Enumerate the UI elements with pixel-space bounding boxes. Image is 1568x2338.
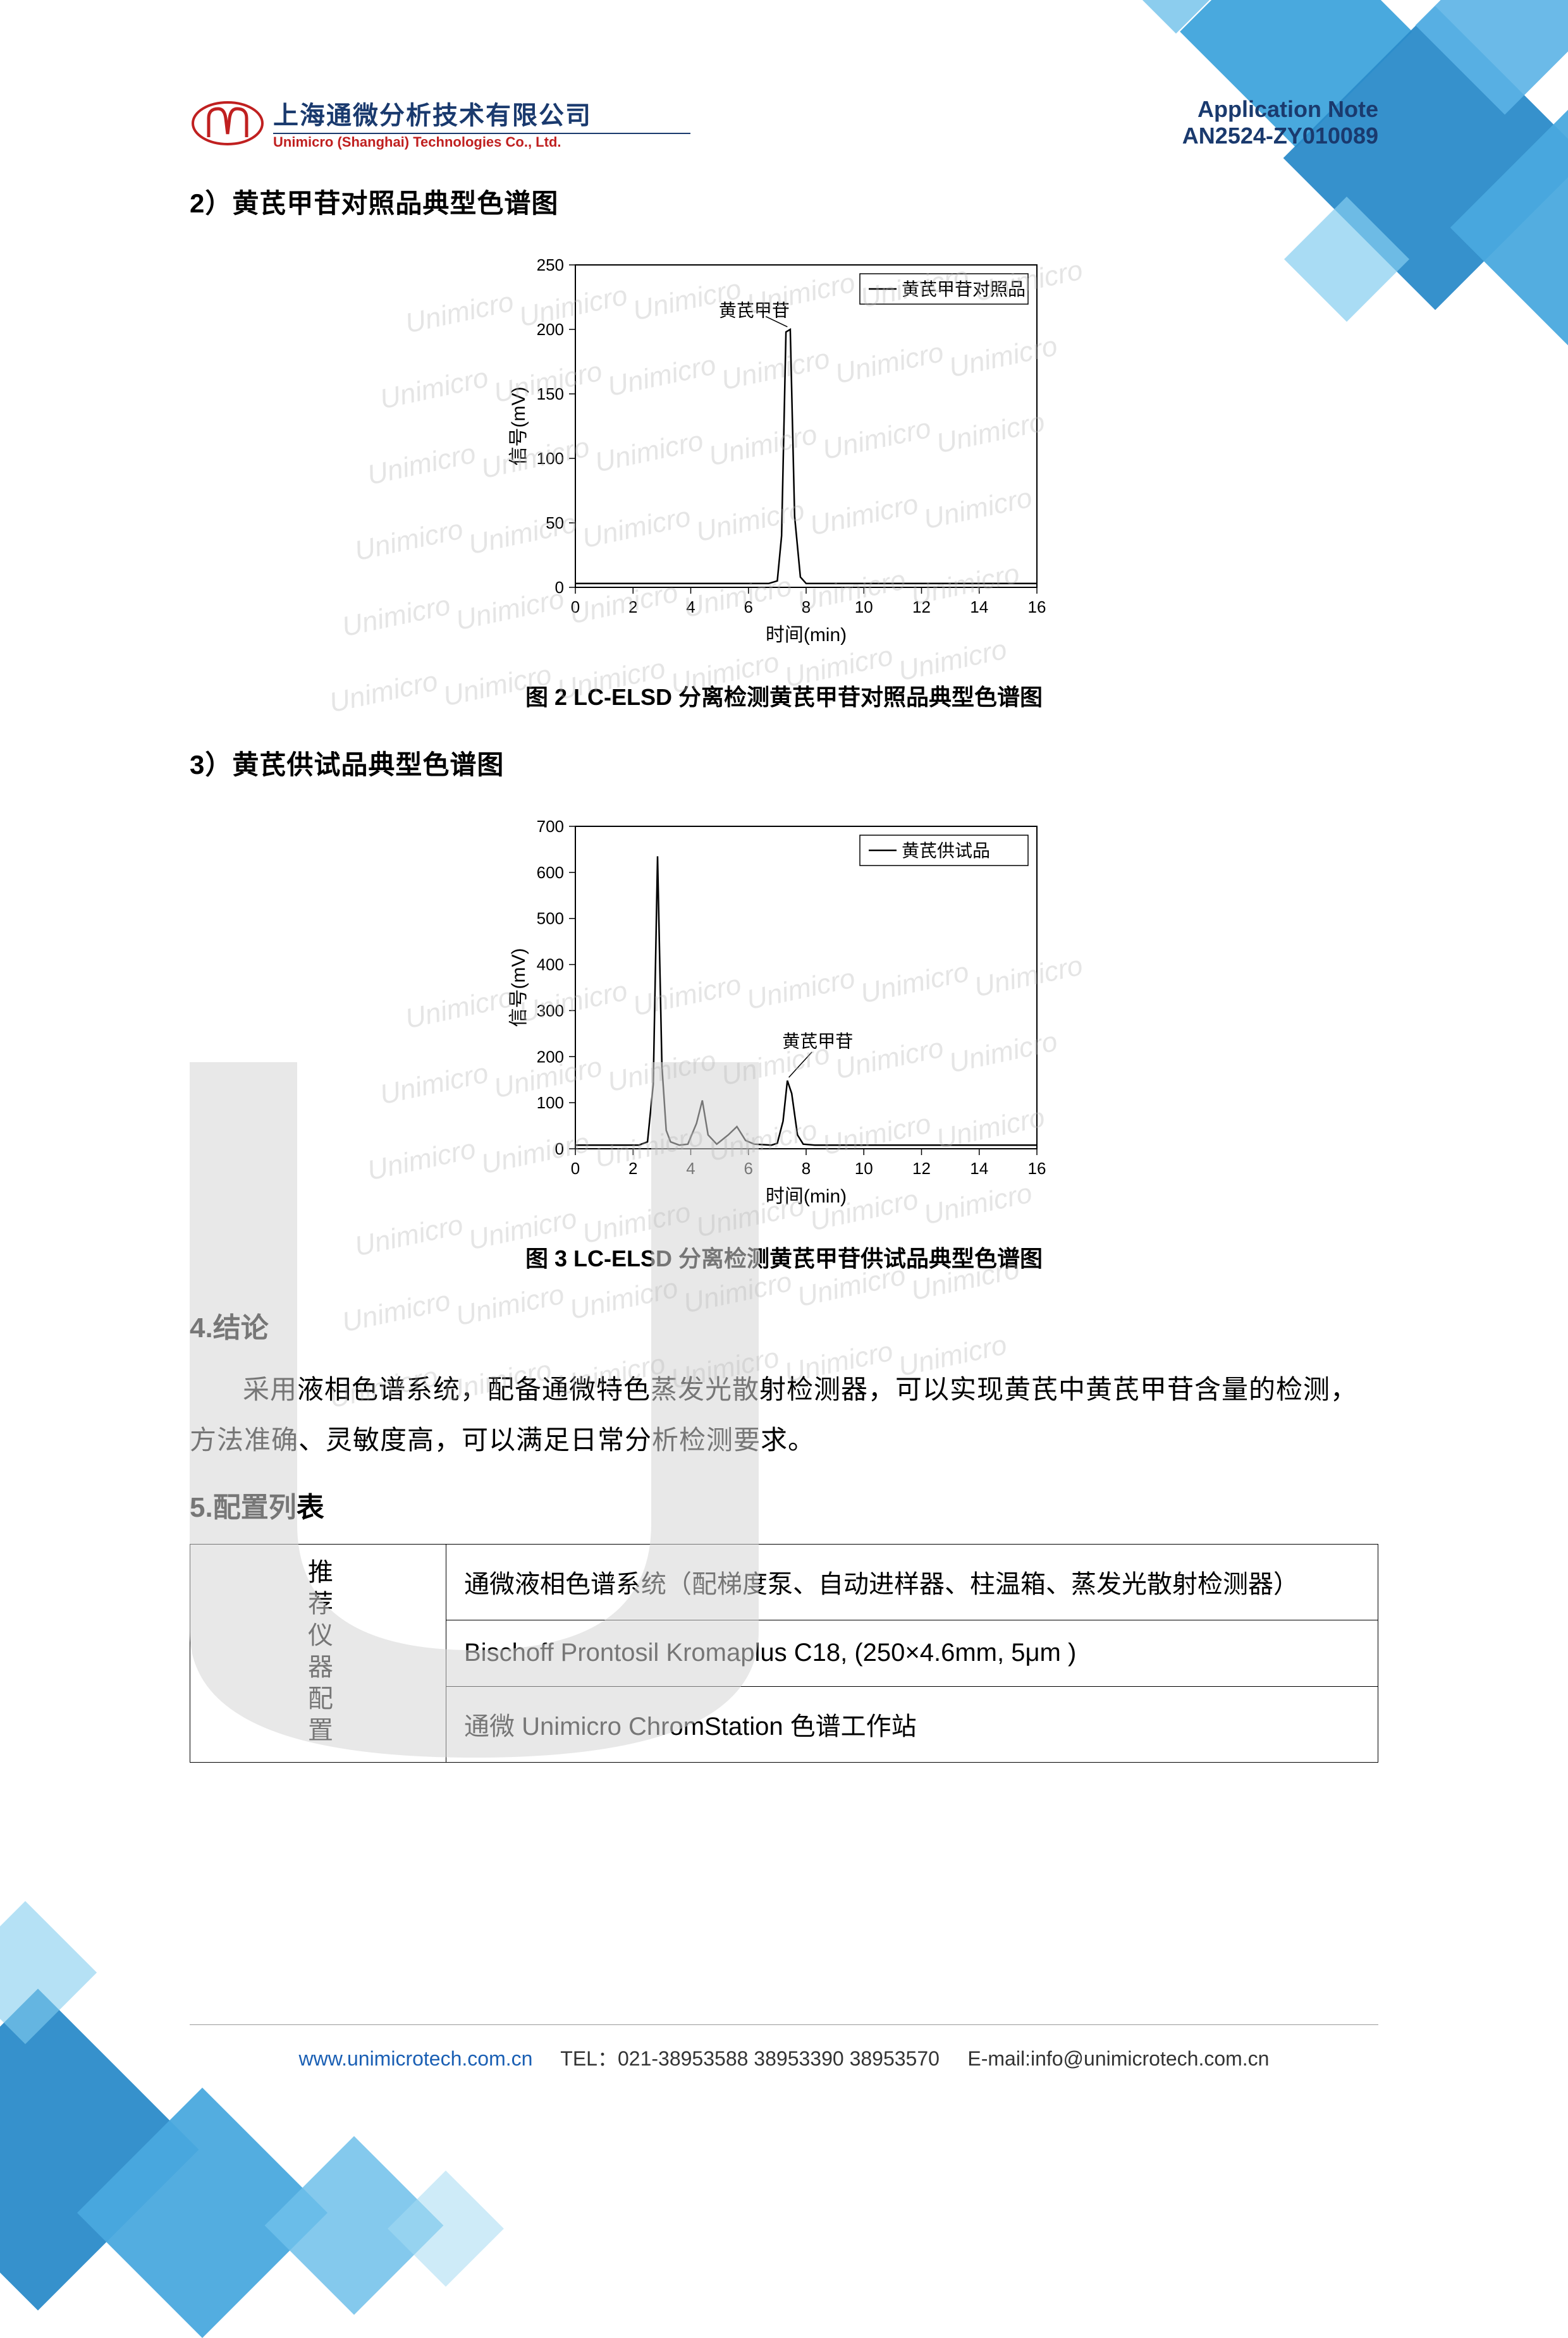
- svg-text:12: 12: [912, 597, 931, 616]
- svg-text:10: 10: [855, 1159, 873, 1178]
- svg-text:0: 0: [555, 578, 564, 597]
- footer-url[interactable]: www.unimicrotech.com.cn: [299, 2047, 533, 2070]
- company-logo-block: 上海通微分析技术有限公司 Unimicro (Shanghai) Technol…: [190, 95, 690, 150]
- svg-text:100: 100: [537, 1093, 564, 1112]
- svg-text:700: 700: [537, 817, 564, 836]
- svg-text:黄芪甲苷: 黄芪甲苷: [719, 301, 790, 321]
- company-logo-icon: [190, 99, 266, 147]
- svg-text:250: 250: [537, 255, 564, 274]
- section2-heading: 2）黄芪甲苷对照品典型色谱图: [190, 182, 1378, 221]
- header-right: Application Note AN2524-ZY010089: [1182, 96, 1378, 149]
- application-note-id: AN2524-ZY010089: [1182, 123, 1378, 149]
- svg-text:黄芪甲苷对照品: 黄芪甲苷对照品: [902, 279, 1026, 299]
- svg-text:0: 0: [555, 1139, 564, 1158]
- svg-text:4: 4: [686, 597, 695, 616]
- config-row-2: 通微 Unimicro ChromStation 色谱工作站: [446, 1686, 1378, 1762]
- svg-text:400: 400: [537, 955, 564, 974]
- chart2-container: 0 2 4 6 8 10 12 14 16 0 100 200 300 400 500 600 700 时间(mi…: [499, 807, 1069, 1215]
- page-footer: www.unimicrotech.com.cn TEL：021-38953588…: [190, 2024, 1378, 2072]
- svg-text:2: 2: [628, 597, 637, 616]
- company-name-en: Unimicro (Shanghai) Technologies Co., Lt…: [273, 134, 690, 150]
- svg-text:16: 16: [1028, 1159, 1046, 1178]
- company-name-cn: 上海通微分析技术有限公司: [273, 95, 690, 132]
- config-row-1: Bischoff Prontosil Kromaplus C18, (250×4…: [446, 1620, 1378, 1686]
- conclusion-text: 采用液相色谱系统，配备通微特色蒸发光散射检测器，可以实现黄芪中黄芪甲苷含量的检测…: [190, 1364, 1378, 1466]
- svg-text:200: 200: [537, 320, 564, 339]
- figure2-caption: 图 2 LC-ELSD 分离检测黄芪甲苷对照品典型色谱图: [190, 679, 1378, 712]
- svg-text:2: 2: [628, 1159, 637, 1178]
- section4-heading: 4.结论: [190, 1305, 1378, 1345]
- svg-text:8: 8: [802, 1159, 811, 1178]
- svg-text:10: 10: [855, 597, 873, 616]
- footer-tel: 021-38953588 38953390 38953570: [618, 2047, 940, 2070]
- svg-text:时间(min): 时间(min): [766, 625, 847, 646]
- svg-text:信号(mV): 信号(mV): [508, 948, 529, 1027]
- svg-text:12: 12: [912, 1159, 931, 1178]
- footer-email-label: E-mail:: [967, 2047, 1031, 2070]
- config-table-label: 推荐仪器配置: [190, 1544, 446, 1762]
- svg-text:8: 8: [802, 597, 811, 616]
- svg-text:500: 500: [537, 909, 564, 928]
- svg-text:200: 200: [537, 1047, 564, 1066]
- chart1-container: 0 2 4 6 8 10 12 14 16 0 50 100 150 200 250 时间(min) 信号(mV…: [499, 246, 1069, 654]
- section3-heading: 3）黄芪供试品典型色谱图: [190, 744, 1378, 782]
- svg-text:黄芪甲苷: 黄芪甲苷: [782, 1032, 853, 1051]
- svg-text:0: 0: [571, 1159, 580, 1178]
- svg-text:50: 50: [546, 513, 564, 532]
- svg-text:14: 14: [970, 597, 988, 616]
- figure3-caption: 图 3 LC-ELSD 分离检测黄芪甲苷供试品典型色谱图: [190, 1240, 1378, 1273]
- svg-text:16: 16: [1028, 597, 1046, 616]
- config-row-0: 通微液相色谱系统（配梯度泵、自动进样器、柱温箱、蒸发光散射检测器）: [446, 1544, 1378, 1620]
- footer-tel-label: TEL：: [560, 2047, 618, 2070]
- svg-text:6: 6: [744, 597, 753, 616]
- config-table: 推荐仪器配置 通微液相色谱系统（配梯度泵、自动进样器、柱温箱、蒸发光散射检测器）…: [190, 1544, 1378, 1763]
- svg-text:4: 4: [686, 1159, 695, 1178]
- svg-text:信号(mV): 信号(mV): [508, 387, 529, 466]
- chromatogram-sample: 0 2 4 6 8 10 12 14 16 0 100 200 300 400 500 600 700 时间(mi…: [499, 807, 1069, 1212]
- svg-text:6: 6: [744, 1159, 753, 1178]
- section5-heading: 5.配置列表: [190, 1484, 1378, 1525]
- svg-text:100: 100: [537, 449, 564, 468]
- page-header: 上海通微分析技术有限公司 Unimicro (Shanghai) Technol…: [190, 95, 1378, 150]
- svg-text:时间(min): 时间(min): [766, 1186, 847, 1207]
- svg-text:300: 300: [537, 1001, 564, 1020]
- svg-text:150: 150: [537, 384, 564, 403]
- svg-text:黄芪供试品: 黄芪供试品: [902, 841, 990, 860]
- page-content: 上海通微分析技术有限公司 Unimicro (Shanghai) Technol…: [190, 95, 1378, 1763]
- chromatogram-reference: 0 2 4 6 8 10 12 14 16 0 50 100 150 200 250 时间(min) 信号(mV…: [499, 246, 1069, 651]
- svg-text:14: 14: [970, 1159, 988, 1178]
- svg-text:0: 0: [571, 597, 580, 616]
- application-note-title: Application Note: [1182, 96, 1378, 123]
- svg-text:600: 600: [537, 863, 564, 882]
- footer-email: info@unimicrotech.com.cn: [1031, 2047, 1270, 2070]
